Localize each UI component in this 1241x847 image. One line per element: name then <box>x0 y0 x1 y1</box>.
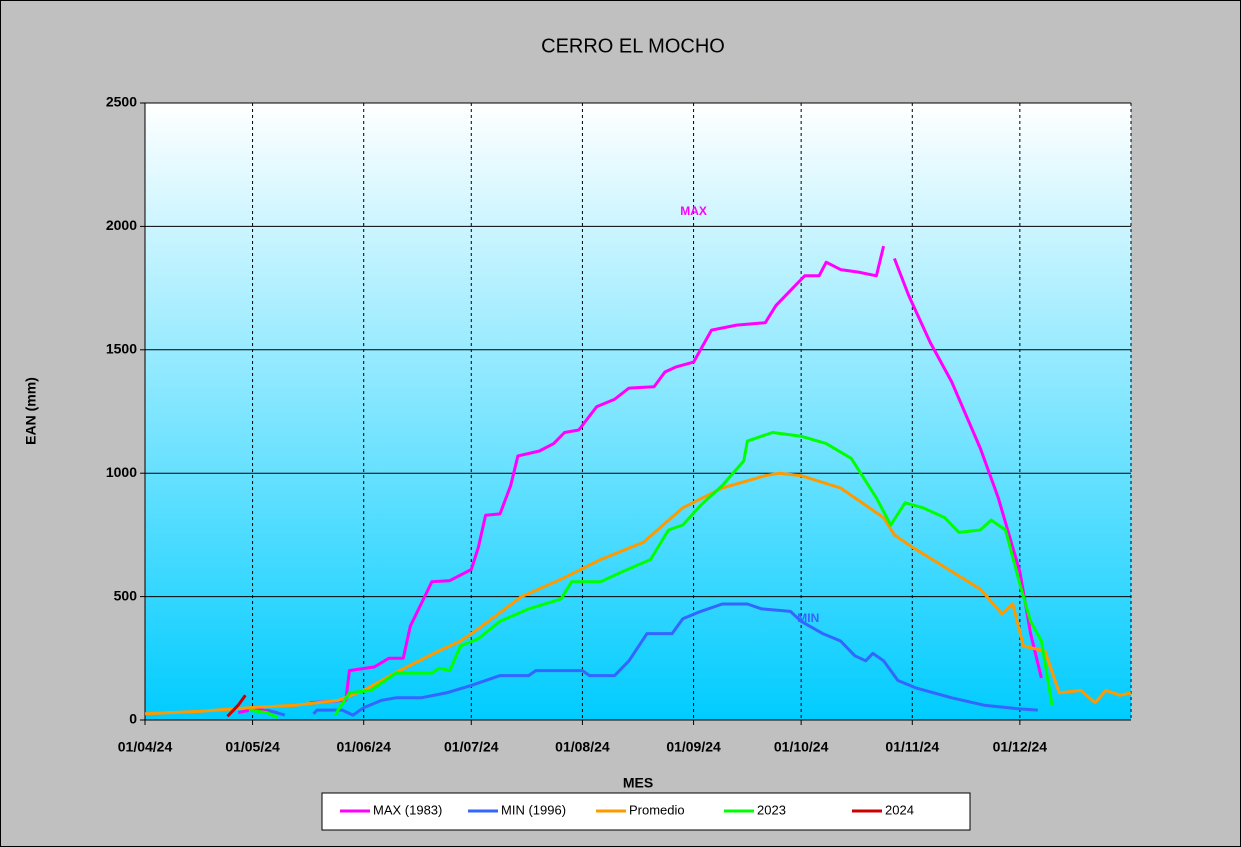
x-tick-label: 01/09/24 <box>666 739 721 755</box>
x-axis-label: MES <box>623 775 653 791</box>
series-line <box>248 431 1054 719</box>
series-line <box>226 694 247 718</box>
annotation: MAX <box>680 204 707 218</box>
legend-label: MIN (1996) <box>501 802 566 817</box>
legend-label: 2024 <box>885 802 914 817</box>
plot-area <box>145 103 1131 720</box>
x-tick-label: 01/05/24 <box>225 739 280 755</box>
x-tick-label: 01/11/24 <box>885 739 939 755</box>
y-tick-label: 2000 <box>106 217 137 233</box>
annotation: MIN <box>797 611 819 625</box>
legend-label: MAX (1983) <box>373 802 442 817</box>
series-line <box>266 602 1038 717</box>
x-tick-label: 01/08/24 <box>555 739 610 755</box>
legend-label: 2023 <box>757 802 786 817</box>
y-tick-label: 1000 <box>106 464 137 480</box>
legend-label: Promedio <box>629 802 685 817</box>
y-tick-label: 0 <box>129 711 137 727</box>
x-tick-label: 01/07/24 <box>444 739 499 755</box>
x-tick-label: 01/04/24 <box>118 739 173 755</box>
y-tick-label: 1500 <box>106 341 137 357</box>
x-tick-label: 01/10/24 <box>774 739 829 755</box>
y-axis-label: EAN (mm) <box>23 377 39 445</box>
x-tick-label: 01/12/24 <box>993 739 1048 755</box>
y-tick-label: 2500 <box>106 94 137 110</box>
chart-title: CERRO EL MOCHO <box>541 35 725 57</box>
y-tick-label: 500 <box>114 587 138 603</box>
x-tick-label: 01/06/24 <box>336 739 391 755</box>
